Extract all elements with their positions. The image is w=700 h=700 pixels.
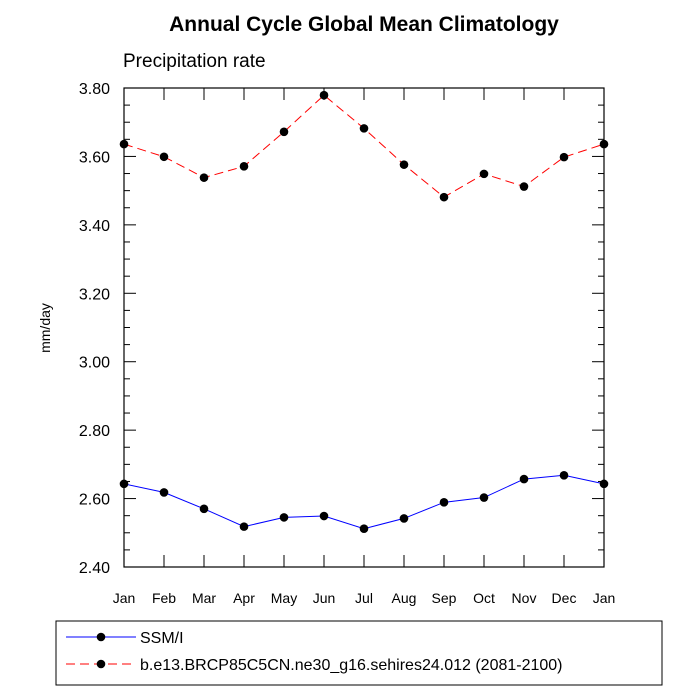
series-line-1 [123,94,605,198]
series-0-point [519,474,529,484]
series-0-point [199,504,209,514]
y-tick-label: 2.80 [79,423,110,440]
x-tick-label: Feb [152,590,176,606]
series-0-point [559,471,569,480]
series-1-point [519,182,529,191]
chart-subtitle: Precipitation rate [123,51,266,72]
series-layer [119,90,609,533]
y-tick-label: 3.20 [79,286,110,303]
series-0-point [359,524,369,533]
x-tick-label: Nov [512,590,537,606]
series-0-point [159,488,169,497]
series-1-point [399,160,409,169]
series-1-point [479,169,489,179]
x-tick-label: Mar [192,590,216,606]
x-tick-labels: Jan Feb Mar Apr May Jun Jul Aug Sep Oct Nov Dec Jan [113,590,616,606]
series-0-point [439,498,449,507]
series-0-point [239,522,249,531]
y-axis-label: mm/day [37,303,53,353]
legend: SSM/I b.e13.BRCP85C5CN.ne30_g16.sehires24… [66,630,563,674]
legend-box [55,620,663,686]
series-1-point [559,152,569,162]
y-tick-label: 2.40 [79,560,110,577]
series-1-point [239,162,249,171]
plot-frame [123,87,605,568]
series-0-point [399,514,409,523]
legend-label-0: SSM/I [140,630,184,647]
x-tick-label: Jan [593,590,616,606]
x-tick-label: Oct [473,590,495,606]
series-1-point [439,192,449,202]
y-tick-label: 3.80 [79,81,110,98]
x-tick-label: Jan [113,590,136,606]
series-0-point [319,511,329,521]
series-0-point [279,513,289,522]
x-tick-label: Jul [355,590,373,606]
x-tick-label: Apr [233,590,255,606]
series-0-point [479,493,489,502]
series-line-0 [123,474,605,530]
y-tick-label: 3.00 [79,355,110,372]
y-tick-label: 2.60 [79,492,110,509]
series-1-point [359,124,369,133]
x-tick-label: Sep [432,590,457,606]
chart-title: Annual Cycle Global Mean Climatology [169,13,559,36]
series-1-point [159,152,169,162]
legend-marker-1 [96,659,106,669]
x-tick-label: Dec [552,590,577,606]
x-tick-label: Aug [392,590,417,606]
ticks-layer [123,87,605,568]
x-tick-label: Jun [313,590,336,606]
x-tick-label: May [271,590,297,606]
y-tick-labels: 2.40 2.60 2.80 3.00 3.20 3.40 3.60 3.80 [79,81,110,577]
legend-label-1: b.e13.BRCP85C5CN.ne30_g16.sehires24.012 … [140,657,563,674]
series-1-point [279,127,289,137]
y-tick-label: 3.40 [79,218,110,235]
y-tick-label: 3.60 [79,149,110,166]
legend-marker-0 [96,632,106,642]
series-1-point [199,173,209,182]
